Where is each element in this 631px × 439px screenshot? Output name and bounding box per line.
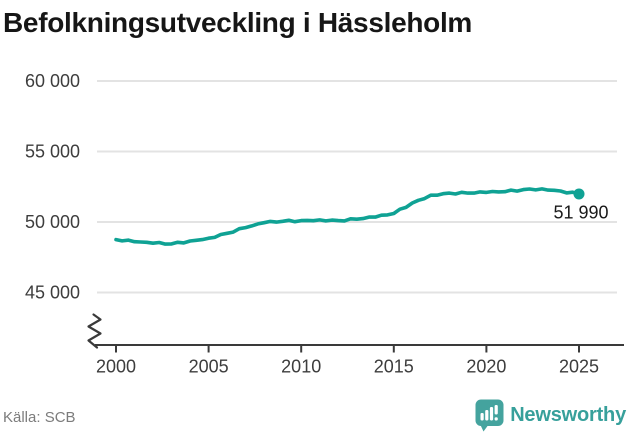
x-tick-label: 2000: [96, 357, 136, 377]
gridlines: [97, 80, 617, 294]
bar-chart-badge-icon: [475, 399, 504, 432]
y-tick-label: 45 000: [25, 283, 80, 303]
x-tick-label: 2010: [281, 357, 321, 377]
y-tick-label: 55 000: [25, 142, 80, 162]
y-tick-label: 50 000: [25, 212, 80, 232]
population-line: [114, 187, 581, 246]
y-axis-labels: 60 000 55 000 50 000 45 000: [25, 71, 80, 303]
y-tick-label: 60 000: [25, 71, 80, 91]
x-axis: 2000 2005 2010 2015 2020 2025: [95, 344, 624, 377]
newsworthy-logo-text: Newsworthy: [510, 404, 626, 426]
chart-footer: Källa: SCB Newsworthy: [0, 395, 631, 439]
newsworthy-logo[interactable]: Newsworthy: [475, 399, 626, 432]
latest-value-marker: [573, 188, 585, 200]
chart-title: Befolkningsutveckling i Hässleholm: [3, 7, 473, 38]
line-chart: 60 000 55 000 50 000 45 000 2000 2005 2010 201…: [25, 71, 624, 377]
source-note: Källa: SCB: [3, 409, 76, 426]
latest-value-label: 51 990: [553, 202, 608, 222]
x-tick-label: 2015: [374, 357, 414, 377]
x-tick-label: 2025: [559, 357, 599, 377]
x-tick-label: 2005: [189, 357, 229, 377]
x-tick-label: 2020: [466, 357, 506, 377]
y-axis-break-icon: [87, 313, 102, 349]
